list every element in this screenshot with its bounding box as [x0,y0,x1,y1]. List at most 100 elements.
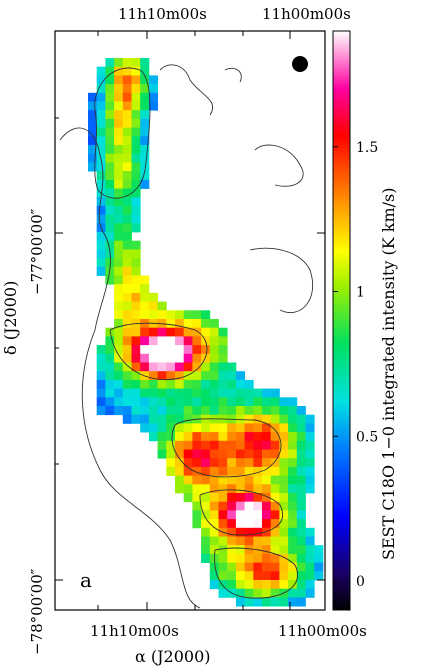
map-cell [88,101,98,111]
map-cell [122,92,132,102]
map-cell [157,353,167,363]
map-cell [114,188,124,198]
map-cell [288,510,298,520]
map-cell [183,388,193,398]
map-cell [96,84,106,94]
map-cell [270,388,280,398]
map-cell [114,275,124,285]
map-cell [114,336,124,346]
map-cell [235,553,245,563]
map-cell [244,449,254,459]
map-cell [192,440,202,450]
map-cell [105,379,115,389]
map-cell [96,232,106,242]
map-cell [218,466,228,476]
map-cell [244,406,254,416]
contour-line [249,247,314,314]
map-cell [157,423,167,433]
map-cell [227,388,237,398]
map-cell [227,510,237,520]
map-cell [131,345,141,355]
map-cell [114,153,124,163]
map-cell [270,432,280,442]
map-cell [270,449,280,459]
map-cell [96,345,106,355]
map-cell [209,406,219,416]
map-cell [201,440,211,450]
map-cell [183,449,193,459]
map-cell [218,493,228,503]
map-cell [183,362,193,372]
map-cell [166,458,176,468]
map-cell [279,562,289,572]
map-cell [131,223,141,233]
map-cell [262,475,272,485]
map-cell [192,475,202,485]
map-cell [88,110,98,120]
map-cell [270,588,280,598]
x-axis-label: α (J2000) [135,647,211,666]
map-cell [122,397,132,407]
map-cell [279,466,289,476]
map-cell [235,423,245,433]
map-cell [279,397,289,407]
map-cell [122,58,132,68]
map-cell [262,397,272,407]
map-cell [183,310,193,320]
map-cell [114,58,124,68]
map-cell [227,458,237,468]
map-cell [175,458,185,468]
map-cell [262,510,272,520]
contour-lines [59,64,314,609]
y-axis-label: δ (J2000) [1,281,20,355]
map-cell [114,162,124,172]
map-cell [262,440,272,450]
map-cell [166,449,176,459]
map-cell [131,327,141,337]
map-cell [114,110,124,120]
map-cell [96,118,106,128]
map-cell [114,249,124,259]
map-cell [140,171,150,181]
map-cell [166,371,176,381]
map-cell [131,249,141,259]
map-cell [192,327,202,337]
map-cell [262,519,272,529]
map-cell [218,562,228,572]
beam-marker [292,56,308,72]
map-cell [131,397,141,407]
map-cell [192,519,202,529]
map-cell [262,466,272,476]
map-cell [235,501,245,511]
map-cell [218,362,228,372]
map-cell [305,458,315,468]
map-cell [157,440,167,450]
map-cell [114,397,124,407]
map-cell [166,310,176,320]
map-cell [253,432,263,442]
map-cell [105,362,115,372]
map-cell [244,545,254,555]
map-cell [114,127,124,137]
map-cell [192,379,202,389]
map-cell [148,84,158,94]
map-cell [305,562,315,572]
map-cell [279,571,289,581]
map-cell [209,562,219,572]
map-cell [157,414,167,424]
map-cell [279,493,289,503]
map-cell [140,292,150,302]
map-cell [131,58,141,68]
map-cell [279,449,289,459]
map-cell [262,545,272,555]
map-cell [122,258,132,268]
map-cell [209,327,219,337]
map-cell [209,458,219,468]
map-cell [235,580,245,590]
map-cell [227,406,237,416]
map-cell [305,536,315,546]
map-cell [288,414,298,424]
map-cell [218,423,228,433]
map-cell [166,406,176,416]
map-cell [157,310,167,320]
